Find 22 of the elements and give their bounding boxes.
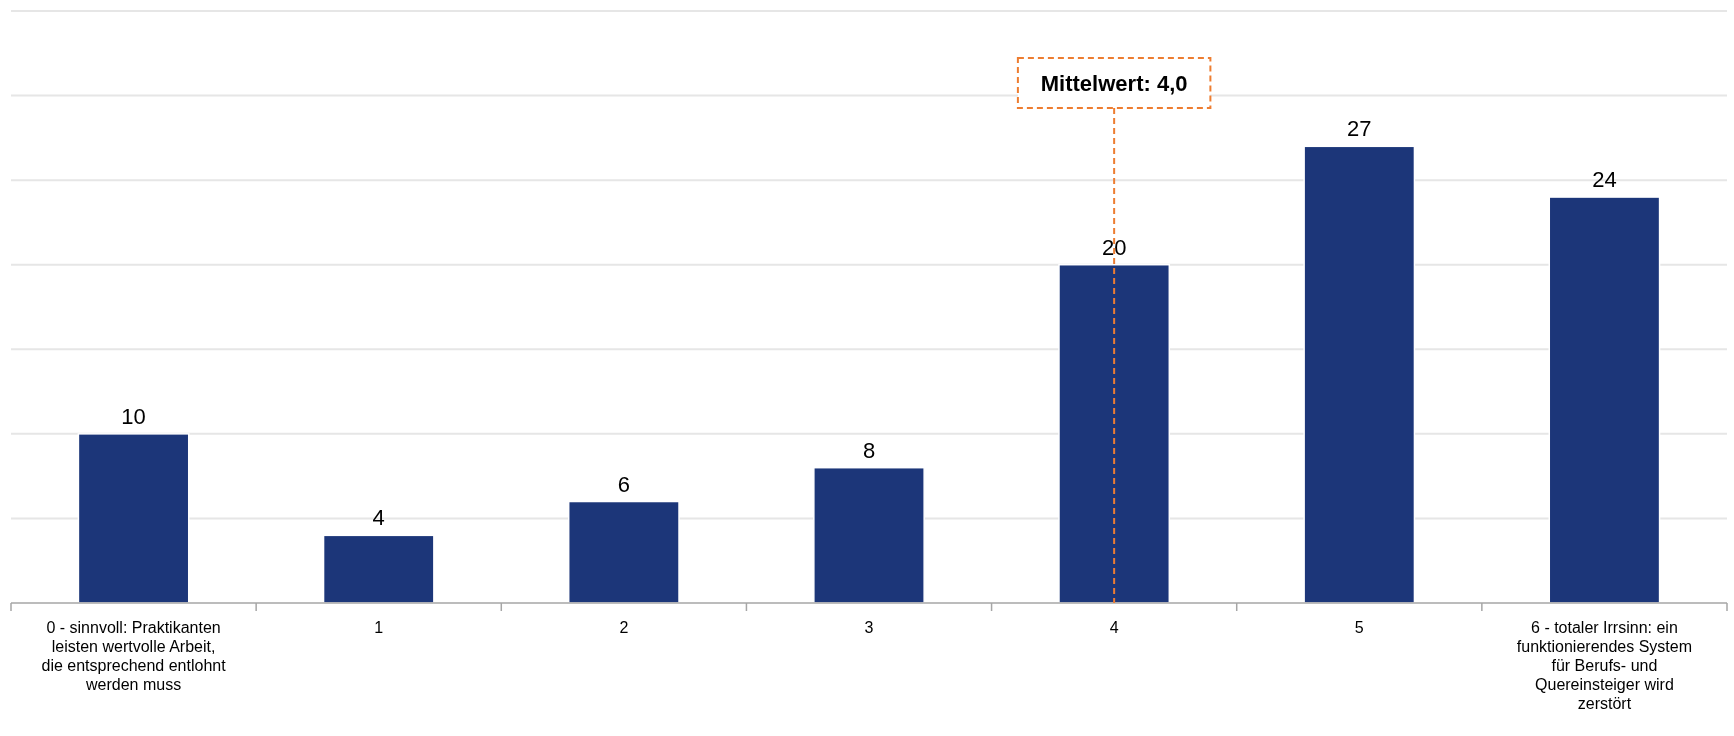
data-label: 6 xyxy=(617,471,630,497)
data-label: 10 xyxy=(121,403,146,429)
x-tick-label: 1 xyxy=(374,619,384,636)
x-tick-label: 4 xyxy=(1109,619,1119,636)
x-tick-label: 3 xyxy=(864,619,874,636)
data-label: 20 xyxy=(1101,234,1127,260)
data-label: 8 xyxy=(862,437,876,463)
x-tick-label: 0 - sinnvoll: Praktikanten leisten wertvolle Arbeit, die entsprechend entlohnt werden muss xyxy=(41,619,227,693)
bar xyxy=(322,534,435,604)
data-label: 27 xyxy=(1347,116,1372,142)
x-tick-label: 2 xyxy=(619,619,629,636)
data-label: 4 xyxy=(372,505,385,531)
bar xyxy=(1058,263,1171,604)
ref-line-label: Mittelwert: 4,0 xyxy=(1040,71,1188,96)
bar xyxy=(1303,145,1416,604)
bar xyxy=(1548,196,1661,604)
bar xyxy=(813,466,925,604)
x-tick-label: 6 - totaler Irrsinn: ein funktionierendes System für Berufs- und Quereinsteiger wird zerstört xyxy=(1516,619,1693,712)
data-label: 24 xyxy=(1592,167,1617,193)
bar xyxy=(77,433,190,604)
bar xyxy=(567,500,680,604)
x-tick-label: 5 xyxy=(1354,619,1364,636)
